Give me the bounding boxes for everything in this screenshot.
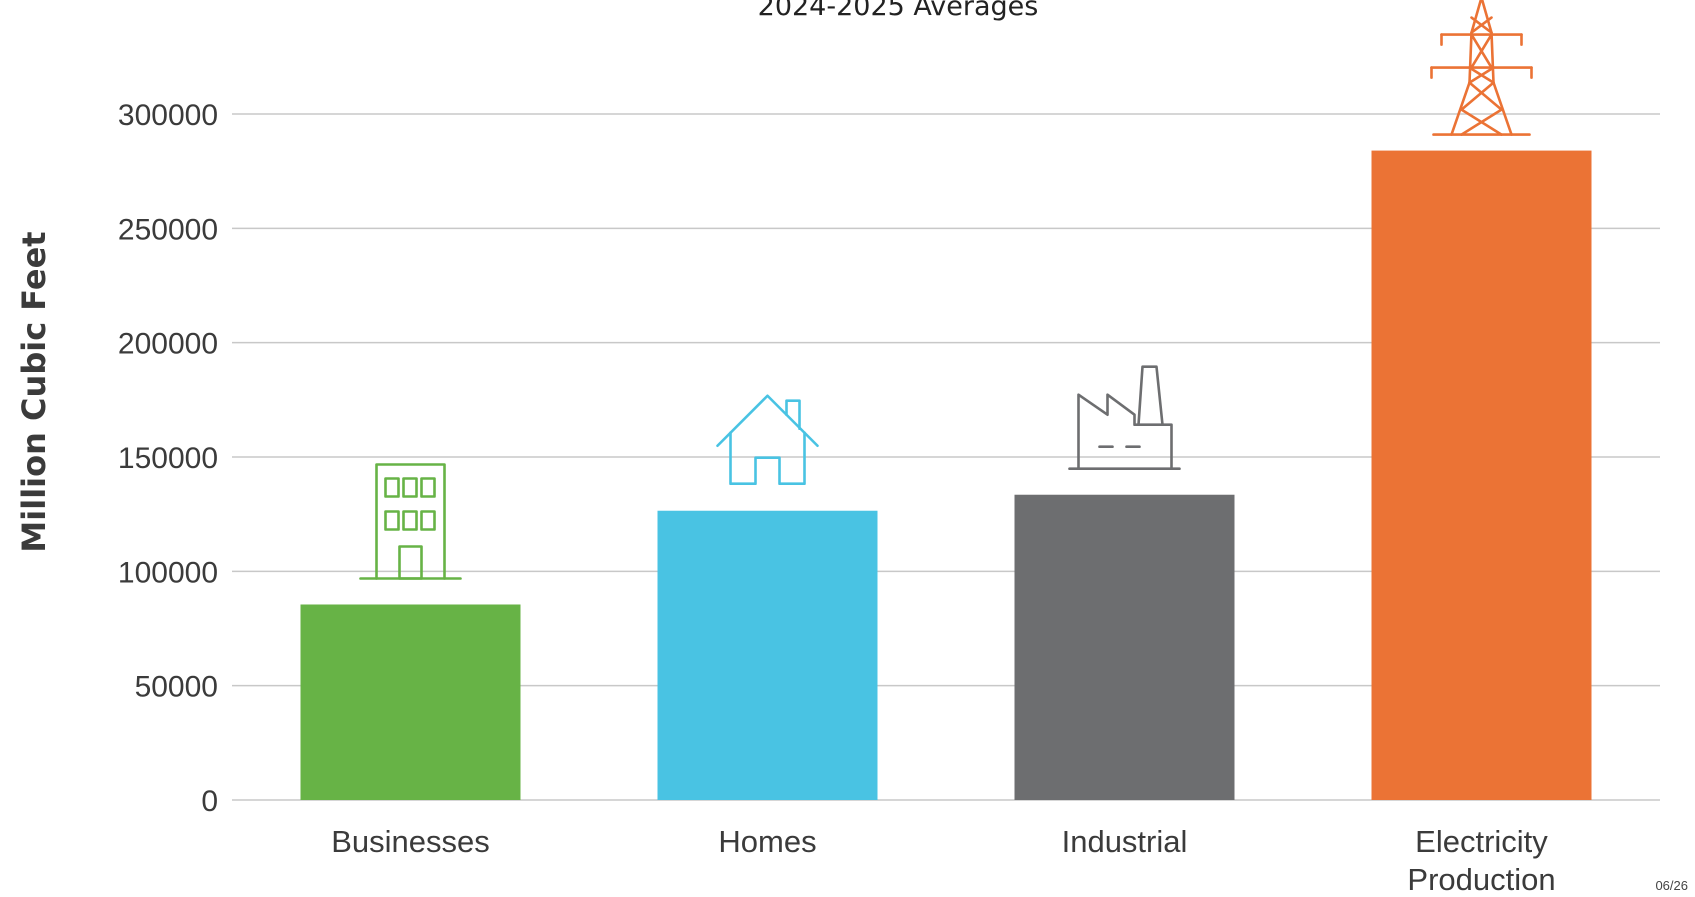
bar bbox=[657, 510, 878, 800]
y-tick-label: 300000 bbox=[118, 99, 218, 132]
house-icon bbox=[716, 394, 819, 486]
y-tick-label: 200000 bbox=[118, 328, 218, 361]
y-axis-ticks: 0 50000 100000 150000 200000 250000 300000 bbox=[118, 99, 218, 818]
y-tick-label: 150000 bbox=[118, 442, 218, 475]
y-tick-label: 250000 bbox=[118, 213, 218, 246]
y-tick-label: 50000 bbox=[135, 671, 218, 704]
factory-icon bbox=[1068, 365, 1181, 471]
x-tick-label: Production bbox=[1407, 862, 1555, 897]
office-building-icon bbox=[359, 463, 462, 580]
power-tower-icon bbox=[1430, 0, 1533, 136]
bar-icons bbox=[359, 0, 1533, 580]
x-tick-label: Electricity bbox=[1415, 824, 1548, 859]
bars bbox=[300, 150, 1592, 800]
bar bbox=[300, 604, 521, 800]
bar bbox=[1371, 150, 1592, 800]
bar bbox=[1014, 494, 1235, 800]
y-axis-label: Million Cubic Feet bbox=[15, 231, 53, 552]
y-tick-label: 0 bbox=[201, 785, 218, 818]
x-axis-labels: Businesses Homes Industrial ElectricityProd… bbox=[331, 824, 1555, 897]
x-tick-label: Homes bbox=[718, 824, 816, 859]
chart-title: 2024-2025 Averages bbox=[758, 0, 1039, 22]
x-tick-label: Industrial bbox=[1062, 824, 1188, 859]
x-tick-label: Businesses bbox=[331, 824, 490, 859]
footer-note: 06/26 bbox=[1655, 878, 1688, 893]
y-tick-label: 100000 bbox=[118, 556, 218, 589]
